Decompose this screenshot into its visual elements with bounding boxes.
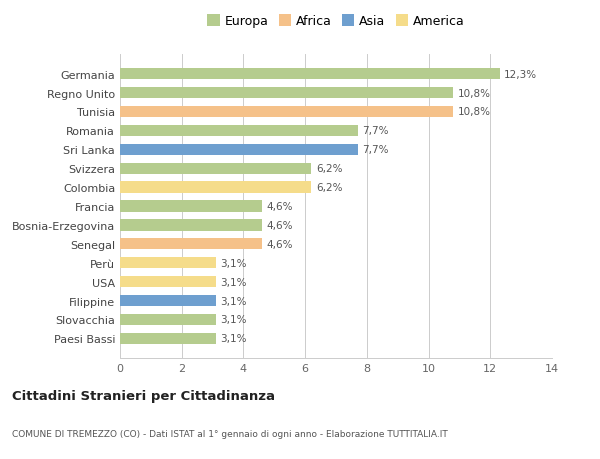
Bar [120, 220, 262, 231]
Text: 3,1%: 3,1% [220, 296, 247, 306]
Bar [120, 201, 262, 212]
Legend: Europa, Africa, Asia, America: Europa, Africa, Asia, America [205, 13, 467, 31]
Text: 3,1%: 3,1% [220, 315, 247, 325]
Bar [120, 182, 311, 193]
Text: COMUNE DI TREMEZZO (CO) - Dati ISTAT al 1° gennaio di ogni anno - Elaborazione T: COMUNE DI TREMEZZO (CO) - Dati ISTAT al … [12, 429, 448, 438]
Text: 7,7%: 7,7% [362, 126, 389, 136]
Text: 3,1%: 3,1% [220, 277, 247, 287]
Text: 3,1%: 3,1% [220, 258, 247, 268]
Bar [120, 295, 215, 307]
Bar [120, 333, 215, 344]
Bar [120, 276, 215, 288]
Text: 7,7%: 7,7% [362, 145, 389, 155]
Bar [120, 314, 215, 325]
Text: Cittadini Stranieri per Cittadinanza: Cittadini Stranieri per Cittadinanza [12, 389, 275, 403]
Bar [120, 125, 358, 137]
Bar [120, 239, 262, 250]
Bar [120, 144, 358, 156]
Bar [120, 163, 311, 174]
Text: 10,8%: 10,8% [458, 89, 491, 98]
Text: 6,2%: 6,2% [316, 183, 343, 193]
Bar [120, 69, 500, 80]
Text: 4,6%: 4,6% [266, 220, 293, 230]
Text: 4,6%: 4,6% [266, 239, 293, 249]
Bar [120, 106, 453, 118]
Text: 12,3%: 12,3% [504, 69, 537, 79]
Text: 6,2%: 6,2% [316, 164, 343, 174]
Text: 4,6%: 4,6% [266, 202, 293, 212]
Text: 10,8%: 10,8% [458, 107, 491, 117]
Text: 3,1%: 3,1% [220, 334, 247, 344]
Bar [120, 88, 453, 99]
Bar [120, 257, 215, 269]
